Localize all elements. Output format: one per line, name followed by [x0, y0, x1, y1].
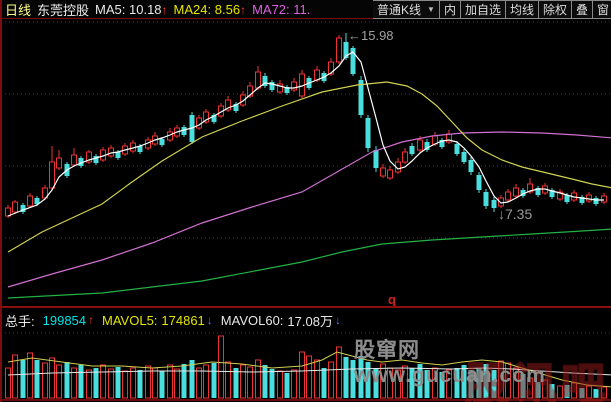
- down-arrow-icon: ↓: [334, 313, 341, 327]
- up-arrow-icon: ↑: [240, 2, 247, 17]
- kline-type-label: 普通K线: [377, 3, 422, 17]
- ghost-watermark: 股讯吧: [464, 359, 609, 402]
- up-arrow-icon: ↑: [161, 2, 168, 17]
- up-arrow-icon: ↑: [88, 313, 95, 327]
- toolbar-buttons: 普通K线 ▼ 内 加自选 均线 除权 叠 窗: [373, 0, 611, 19]
- chart-marker-q: q: [388, 292, 396, 307]
- top-toolbar: 日线 东莞控股 MA5: 10.18↑ MA24: 8.56↑ MA72: 11…: [2, 0, 611, 19]
- chevron-down-icon: ▼: [427, 5, 435, 14]
- zongshou-label: 总手:: [5, 313, 35, 329]
- mavol5-value: 174861: [161, 312, 205, 328]
- button-exright[interactable]: 除权: [537, 0, 572, 19]
- kline-type-dropdown[interactable]: 普通K线 ▼: [373, 0, 440, 19]
- ma24-readout: MA24: 8.56↑: [173, 1, 247, 17]
- ma5-readout: MA5: 10.18↑: [95, 1, 168, 17]
- peak-price-label: ←15.98: [348, 28, 394, 43]
- site-watermark: 股窜网 www.gucuan.com: [354, 339, 546, 387]
- button-nei[interactable]: 内: [438, 0, 461, 19]
- low-price-label: ↓7.35: [498, 206, 533, 222]
- zongshou-value: 199854: [42, 312, 87, 328]
- bottom-border: [2, 399, 611, 401]
- volume-info-bar: 总手: 199854 ↑ MAVOL5: 174861 ↓ MAVOL60: 1…: [2, 309, 611, 331]
- button-overlay[interactable]: 叠: [571, 0, 594, 19]
- pane-divider: [2, 306, 611, 308]
- chart-status-line: 日线 东莞控股 MA5: 10.18↑ MA24: 8.56↑ MA72: 11…: [2, 0, 310, 19]
- button-ma-settings[interactable]: 均线: [504, 0, 539, 19]
- button-window[interactable]: 窗: [592, 0, 611, 19]
- period-label: 日线: [5, 2, 32, 18]
- down-arrow-icon: ↓: [206, 313, 213, 327]
- mavol60-value: 17.08万: [287, 313, 333, 329]
- stock-name: 东莞控股: [37, 2, 90, 18]
- mavol5-label: MAVOL5:: [102, 312, 158, 328]
- ma72-readout: MA72: 11.: [252, 1, 311, 17]
- mavol60-label: MAVOL60:: [220, 312, 284, 328]
- button-add-watchlist[interactable]: 加自选: [459, 0, 506, 19]
